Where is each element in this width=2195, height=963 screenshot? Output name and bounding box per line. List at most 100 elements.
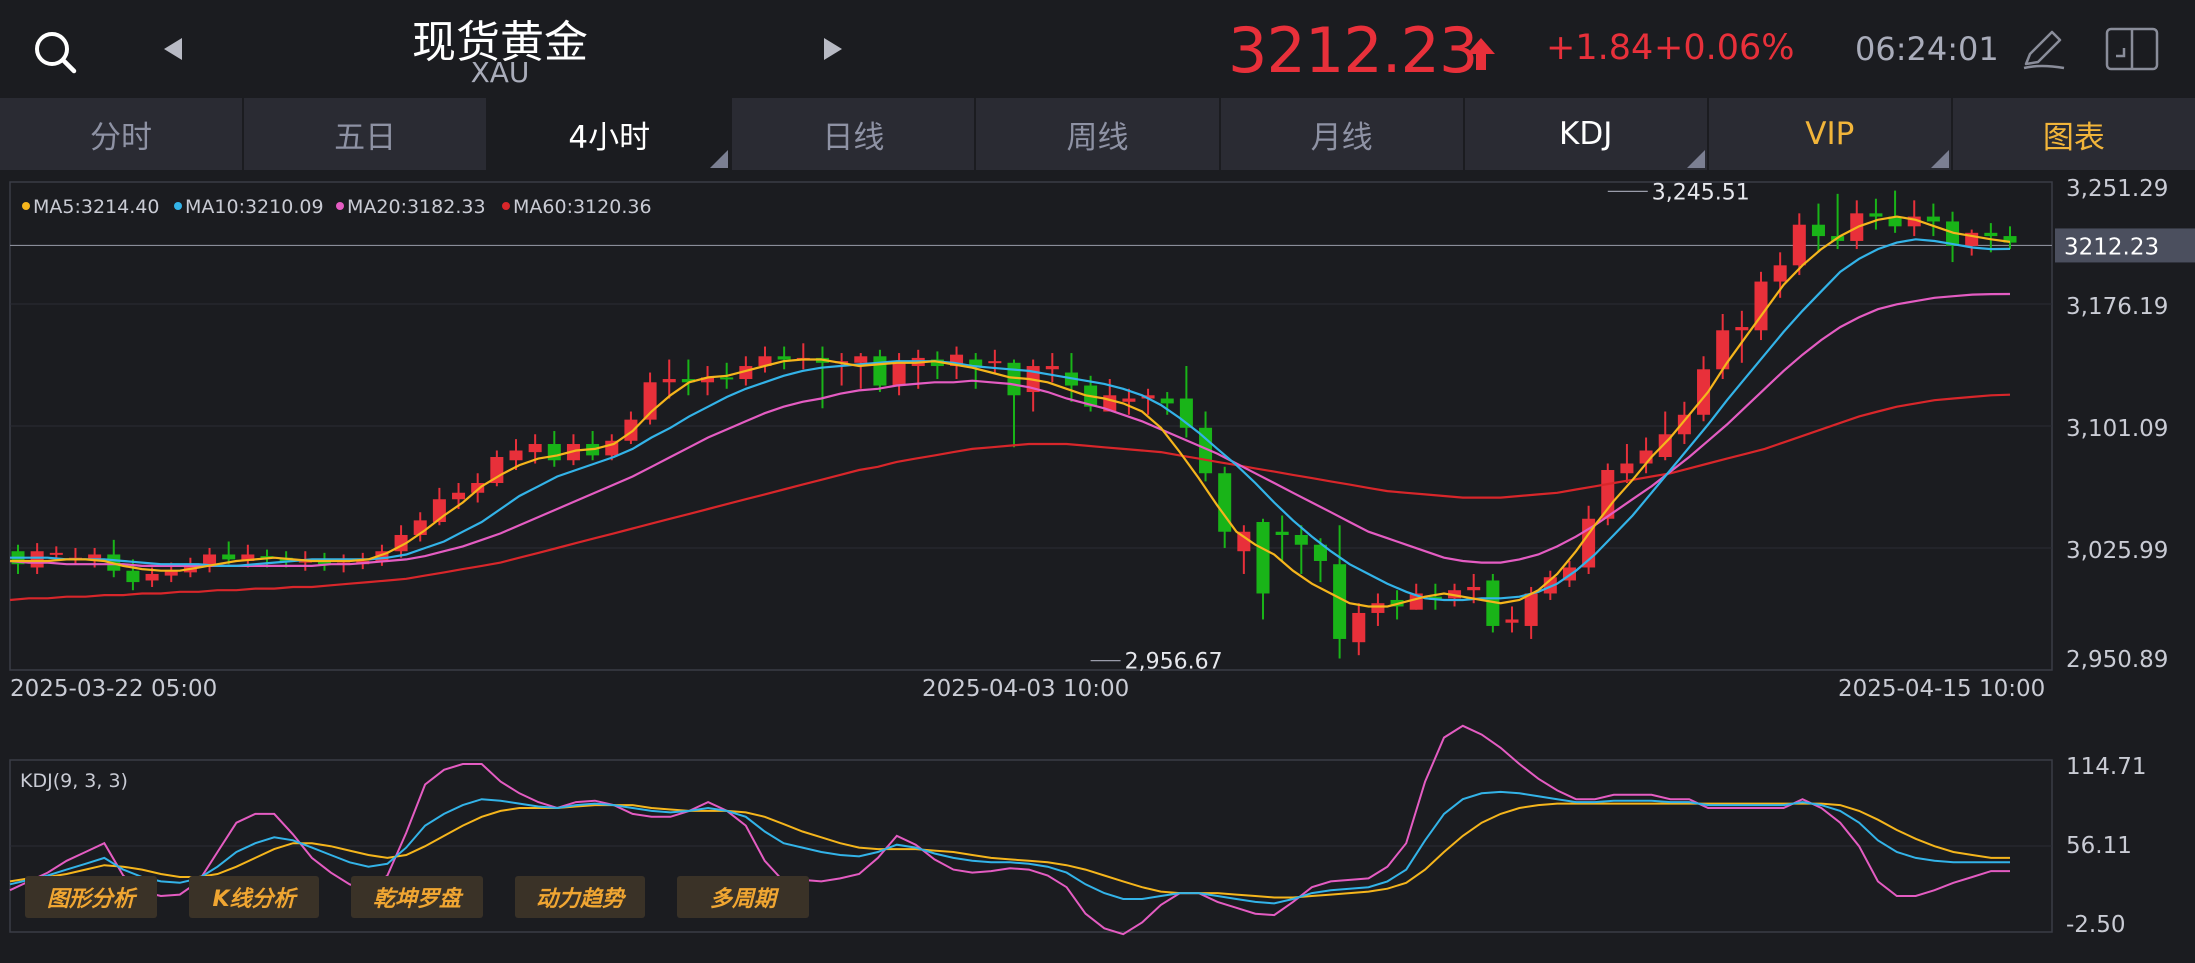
- tab-daily[interactable]: 日线: [732, 98, 977, 170]
- ma-legend-dot: [22, 202, 30, 210]
- candle-body: [1467, 586, 1481, 591]
- chart-canvas[interactable]: 3,176.19 3,101.09 3,025.99 2,950.89 3,251.29…: [0, 170, 2195, 959]
- tab-4-hour-label: 4小时: [568, 119, 651, 156]
- tab-chart[interactable]: 图表: [2042, 119, 2105, 156]
- period-tab-bar: 分时 五日 4小时 日线 周线 月线 KDJ VIP 图表: [0, 98, 2195, 170]
- candle-body: [988, 361, 1002, 364]
- candle-body: [624, 419, 638, 441]
- tab-five-day[interactable]: 五日: [244, 98, 489, 170]
- candle-body: [490, 457, 504, 484]
- ma20-line: [9, 292, 2011, 567]
- instrument-symbol: XAU: [470, 56, 530, 89]
- candle-body: [1256, 521, 1270, 594]
- candle-body: [2003, 236, 2017, 243]
- x-axis-label: 2025-03-22 05:00: [10, 676, 217, 702]
- price-change: +1.84: [1546, 28, 1654, 68]
- candle-body: [1237, 531, 1251, 552]
- kdj-d-line: [9, 802, 2010, 899]
- tab-weekly[interactable]: 周线: [976, 98, 1221, 170]
- x-axis-label: 2025-04-15 10:00: [1838, 676, 2045, 702]
- kdj-title: KDJ(9, 3, 3): [20, 770, 128, 792]
- price-change-pct: +0.06%: [1654, 28, 1795, 68]
- y-axis-tick-label: 3,251.29: [2066, 176, 2168, 202]
- candle-body: [1218, 473, 1232, 532]
- next-arrow-icon[interactable]: [820, 36, 846, 62]
- search-icon[interactable]: [30, 28, 78, 76]
- candle-body: [1773, 265, 1787, 282]
- layout-toggle-icon[interactable]: [2104, 26, 2160, 72]
- tab-monthly[interactable]: 月线: [1221, 98, 1465, 170]
- y-axis-tick-label: 3,101.09: [2066, 416, 2168, 442]
- candle-body: [528, 444, 542, 453]
- candle-body: [471, 483, 485, 493]
- ma-legend-label: MA60:3120.36: [513, 196, 652, 218]
- header-bar: 现货黄金 XAU 3212.23 +1.84 +0.06% 06:24:01: [0, 0, 2195, 98]
- kdj-y-tick-label: 56.11: [2066, 833, 2132, 859]
- candle-body: [1160, 398, 1174, 404]
- candle-body: [1620, 463, 1634, 474]
- quote-time: 06:24:01: [1855, 30, 1999, 68]
- tab-vip-label: VIP: [1805, 116, 1855, 152]
- candle-body: [88, 554, 102, 560]
- tab-4-hour[interactable]: 4小时: [488, 98, 733, 170]
- prev-arrow-icon[interactable]: [160, 36, 186, 62]
- candle-body: [1524, 593, 1538, 626]
- candle-body: [777, 356, 791, 360]
- candle-body: [1045, 366, 1059, 370]
- kdj-y-tick-label: -2.50: [2066, 912, 2126, 938]
- tab-vip[interactable]: VIP: [1709, 98, 1953, 170]
- candle-body: [1907, 216, 1921, 227]
- candle-body: [892, 362, 906, 386]
- candle-body: [1333, 564, 1347, 639]
- ma-legend-label: MA10:3210.09: [185, 196, 324, 218]
- candle-body: [452, 492, 466, 500]
- ma-legend-label: MA5:3214.40: [33, 196, 159, 218]
- candle-body: [1486, 580, 1500, 626]
- candle-body: [126, 570, 140, 583]
- tool-compass-button[interactable]: 乾坤罗盘: [351, 876, 483, 918]
- candle-body: [950, 354, 964, 367]
- candle-body: [681, 379, 695, 383]
- candle-body: [720, 377, 734, 380]
- y-axis-tick-label: 3,176.19: [2066, 294, 2168, 320]
- pencil-icon[interactable]: [2020, 28, 2066, 72]
- candle-body: [1926, 216, 1940, 222]
- ma-legend-dot: [174, 202, 182, 210]
- x-axis-label: 2025-04-03 10:00: [922, 676, 1129, 702]
- y-axis-tick-label: 2,950.89: [2066, 647, 2168, 673]
- candle-body: [145, 573, 159, 581]
- tool-graphic-analysis-button[interactable]: 图形分析: [25, 876, 157, 918]
- tab-intraday[interactable]: 分时: [0, 98, 245, 170]
- candle-body: [1792, 224, 1806, 266]
- tab-dropdown-corner-icon: [1930, 150, 1949, 168]
- ma60-line: [9, 393, 2011, 602]
- candle-body: [1677, 414, 1691, 435]
- ma-legend-dot: [502, 202, 510, 210]
- candle-body: [873, 356, 887, 386]
- tool-kline-analysis-button[interactable]: K线分析: [189, 876, 319, 918]
- tab-dropdown-corner-icon: [1686, 150, 1705, 168]
- tab-dropdown-corner-icon: [710, 150, 729, 168]
- ma5-line: [10, 215, 2011, 608]
- candle-body: [1122, 398, 1136, 402]
- kdj-y-tick-label: 114.71: [2066, 754, 2146, 780]
- candle-body: [164, 570, 178, 576]
- ma10-line: [10, 238, 2011, 602]
- candle-body: [701, 377, 715, 383]
- candle-body: [317, 560, 331, 565]
- min-price-label: 2,956.67: [1125, 650, 1223, 675]
- candle-body: [1313, 544, 1327, 561]
- candle-body: [969, 359, 983, 367]
- candle-body: [1352, 612, 1366, 643]
- candle-body: [1141, 395, 1155, 399]
- candle-body: [758, 356, 772, 367]
- candle-body: [49, 552, 63, 555]
- tool-multi-period-button[interactable]: 多周期: [677, 876, 809, 918]
- candle-body: [260, 556, 274, 559]
- candle-body: [1984, 232, 1998, 237]
- candle-body: [547, 444, 561, 461]
- tool-momentum-trend-button[interactable]: 动力趋势: [515, 876, 645, 918]
- tab-indicator-kdj[interactable]: KDJ: [1465, 98, 1709, 170]
- y-axis-tick-label: 3,025.99: [2066, 538, 2168, 564]
- last-price-tag-label: 3212.23: [2064, 234, 2159, 260]
